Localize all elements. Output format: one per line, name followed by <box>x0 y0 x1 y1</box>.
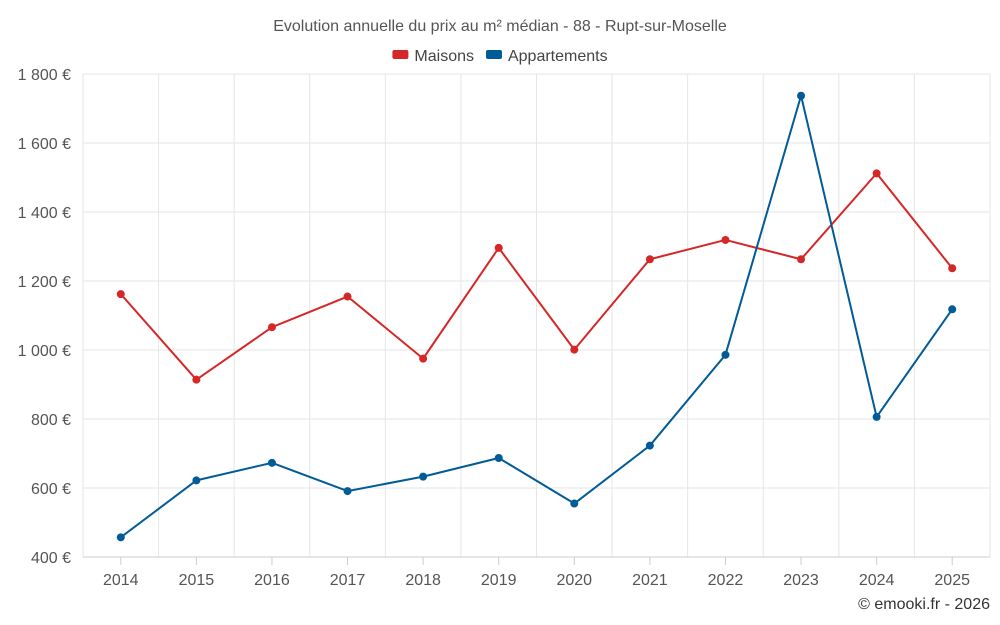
y-tick-label: 600 € <box>31 481 71 498</box>
legend-item-maisons[interactable]: Maisons <box>392 48 474 65</box>
x-tick-label: 2015 <box>179 572 215 589</box>
data-point-appartements[interactable] <box>872 412 881 421</box>
legend-item-appartements[interactable]: Appartements <box>485 48 608 65</box>
y-tick-label: 1 800 € <box>18 67 71 84</box>
data-point-maisons[interactable] <box>721 235 730 244</box>
data-point-appartements[interactable] <box>343 487 352 496</box>
data-point-maisons[interactable] <box>343 292 352 301</box>
x-axis: 2014 2015 2016 2017 2018 2019 2020 2021 2022 2023… <box>83 556 990 589</box>
credit-text: © emooki.fr - 2026 <box>858 596 990 613</box>
y-tick-label: 1 600 € <box>18 136 71 153</box>
data-point-appartements[interactable] <box>721 350 730 359</box>
data-point-appartements[interactable] <box>797 91 806 100</box>
data-point-maisons[interactable] <box>570 345 579 354</box>
x-tick-label: 2025 <box>934 572 970 589</box>
data-point-appartements[interactable] <box>494 453 503 462</box>
data-point-appartements[interactable] <box>419 472 428 481</box>
x-tick-label: 2024 <box>859 572 895 589</box>
data-point-maisons[interactable] <box>267 323 276 332</box>
data-point-appartements[interactable] <box>948 305 957 314</box>
y-tick-label: 1 000 € <box>18 343 71 360</box>
data-point-maisons[interactable] <box>645 255 654 264</box>
y-tick-label: 1 400 € <box>18 205 71 222</box>
series-appartements <box>116 91 957 542</box>
x-tick-label: 2019 <box>481 572 517 589</box>
legend-swatch <box>392 50 409 59</box>
data-point-maisons[interactable] <box>872 169 881 178</box>
y-tick-label: 800 € <box>31 412 71 429</box>
legend-swatch <box>485 50 502 59</box>
legend-label: Maisons <box>414 48 474 65</box>
series-layer <box>116 91 957 542</box>
data-point-maisons[interactable] <box>116 290 125 299</box>
data-point-maisons[interactable] <box>797 255 806 264</box>
series-maisons <box>116 169 957 384</box>
data-point-appartements[interactable] <box>192 476 201 485</box>
y-tick-label: 1 200 € <box>18 274 71 291</box>
data-point-appartements[interactable] <box>116 533 125 542</box>
y-tick-label: 400 € <box>31 550 71 567</box>
x-tick-label: 2020 <box>556 572 592 589</box>
legend: Maisons Appartements <box>392 48 608 65</box>
series-line-appartements <box>120 94 954 539</box>
x-tick-label: 2016 <box>254 572 290 589</box>
x-tick-label: 2014 <box>103 572 139 589</box>
data-point-appartements[interactable] <box>570 499 579 508</box>
data-point-maisons[interactable] <box>192 375 201 384</box>
x-tick-label: 2017 <box>330 572 366 589</box>
data-point-appartements[interactable] <box>645 441 654 450</box>
x-tick-label: 2018 <box>405 572 441 589</box>
grid <box>82 73 991 557</box>
x-tick-label: 2021 <box>632 572 668 589</box>
y-axis: 400 € 600 € 800 € 1 000 € 1 200 € 1 400 € 1 60… <box>18 67 71 567</box>
data-point-maisons[interactable] <box>948 264 957 273</box>
x-tick-label: 2023 <box>783 572 819 589</box>
x-tick-label: 2022 <box>708 572 744 589</box>
data-point-maisons[interactable] <box>494 243 503 252</box>
data-point-appartements[interactable] <box>267 458 276 467</box>
data-point-maisons[interactable] <box>419 354 428 363</box>
legend-label: Appartements <box>508 48 608 65</box>
chart-title: Evolution annuelle du prix au m² médian … <box>273 18 727 35</box>
series-line-maisons <box>120 172 953 381</box>
